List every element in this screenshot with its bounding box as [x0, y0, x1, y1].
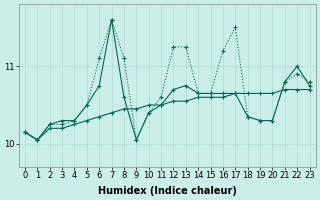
X-axis label: Humidex (Indice chaleur): Humidex (Indice chaleur): [98, 186, 237, 196]
